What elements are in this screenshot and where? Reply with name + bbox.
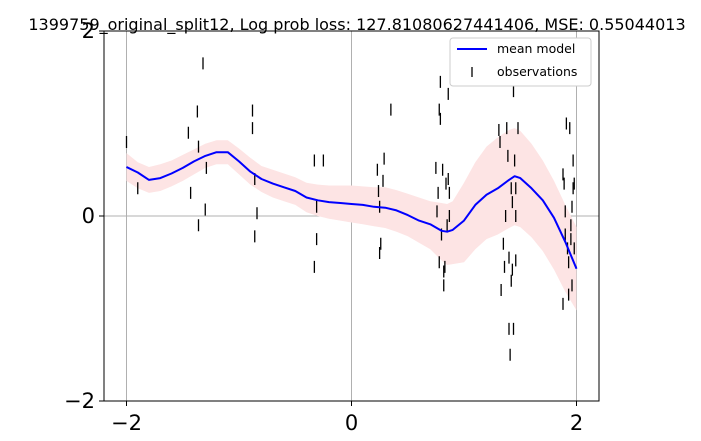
x-tick-label: −2 bbox=[111, 411, 142, 435]
uncertainty-band bbox=[126, 128, 577, 311]
uncertainty-band-area bbox=[126, 128, 577, 311]
x-tick-label: 0 bbox=[345, 411, 358, 435]
axis-ticks: −2 0 2 −2 0 2 bbox=[64, 19, 583, 435]
observations-series bbox=[125, 57, 575, 361]
chart-title: 1399759_original_split12, Log prob loss:… bbox=[28, 15, 685, 35]
y-tick-label: 0 bbox=[82, 204, 95, 228]
mean-model-line bbox=[126, 151, 578, 270]
mean-model-series bbox=[126, 151, 578, 270]
x-tick-label: 2 bbox=[570, 411, 583, 435]
legend: mean model observations bbox=[449, 37, 592, 87]
y-tick-label: 2 bbox=[82, 19, 95, 43]
legend-mean-label: mean model bbox=[497, 41, 575, 56]
legend-observations-label: observations bbox=[497, 64, 577, 79]
y-tick-label: −2 bbox=[64, 389, 95, 413]
